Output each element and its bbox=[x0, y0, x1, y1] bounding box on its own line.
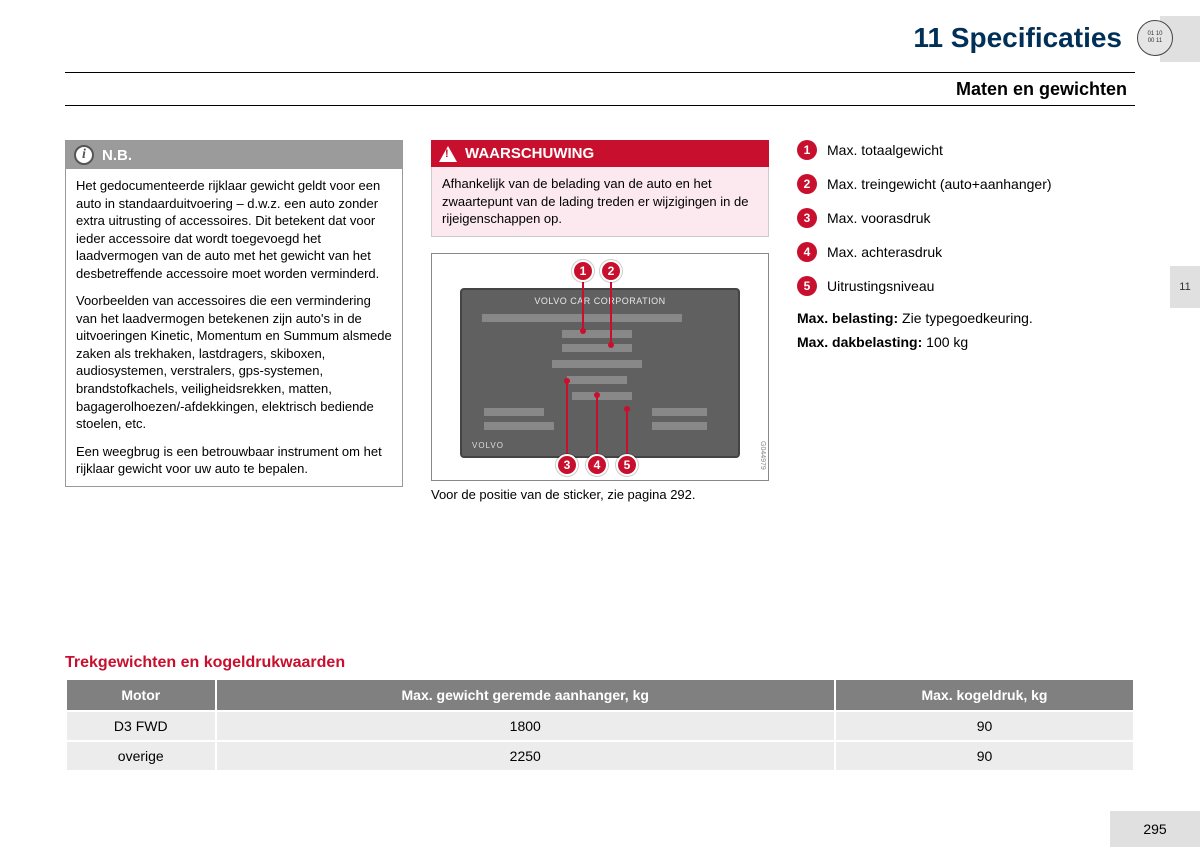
nb-box: i N.B. Het gedocumenteerde rijklaar gewi… bbox=[65, 140, 403, 487]
info-line-2: Max. dakbelasting: 100 kg bbox=[797, 334, 1135, 350]
callout-dot bbox=[564, 378, 570, 384]
col-legend: 1 Max. totaalgewicht 2 Max. treingewicht… bbox=[797, 140, 1135, 502]
info-line-1: Max. belasting: Zie typegoedkeuring. bbox=[797, 310, 1135, 326]
table-cell: 90 bbox=[835, 711, 1134, 741]
plate-title: VOLVO CAR CORPORATION bbox=[462, 296, 738, 306]
callout-line bbox=[610, 282, 612, 344]
nb-p3: Een weegbrug is een betrouwbaar instrume… bbox=[76, 443, 392, 478]
legend-label: Max. achterasdruk bbox=[827, 244, 942, 260]
page-header: 11 Specificaties 01 10 00 11 bbox=[65, 22, 1170, 54]
page-number: 295 bbox=[1110, 811, 1200, 847]
callout-3: 3 bbox=[556, 454, 578, 476]
callout-1: 1 bbox=[572, 260, 594, 282]
table-cell: 2250 bbox=[216, 741, 835, 771]
table-section: Trekgewichten en kogeldrukwaarden Motor … bbox=[65, 654, 1135, 772]
label-diagram: VOLVO CAR CORPORATION VOLVO 1 2 bbox=[431, 253, 769, 481]
legend-label: Max. treingewicht (auto+aanhanger) bbox=[827, 176, 1052, 192]
warning-box: WAARSCHUWING Afhankelijk van de belading… bbox=[431, 140, 769, 237]
legend-item: 5 Uitrustingsniveau bbox=[797, 276, 1135, 296]
legend-num-icon: 1 bbox=[797, 140, 817, 160]
legend-label: Max. voorasdruk bbox=[827, 210, 930, 226]
legend-label: Max. totaalgewicht bbox=[827, 142, 943, 158]
col-warning: WAARSCHUWING Afhankelijk van de belading… bbox=[431, 140, 769, 502]
legend-item: 2 Max. treingewicht (auto+aanhanger) bbox=[797, 174, 1135, 194]
legend-label: Uitrustingsniveau bbox=[827, 278, 934, 294]
section-title: Maten en gewichten bbox=[65, 76, 1135, 106]
plate-bar bbox=[562, 344, 632, 352]
nb-body: Het gedocumenteerde rijklaar gewicht gel… bbox=[66, 169, 402, 486]
plate-bar bbox=[572, 392, 632, 400]
plate-brand: VOLVO bbox=[472, 441, 504, 450]
icon-text-top: 01 10 bbox=[1147, 31, 1162, 38]
nb-p2: Voorbeelden van accessoires die een verm… bbox=[76, 292, 392, 432]
warning-body: Afhankelijk van de belading van de auto … bbox=[431, 167, 769, 237]
diagram-caption: Voor de positie van de sticker, zie pagi… bbox=[431, 487, 769, 502]
table-row: D3 FWD 1800 90 bbox=[66, 711, 1134, 741]
nb-title-row: i N.B. bbox=[66, 141, 402, 169]
callout-line bbox=[626, 410, 628, 454]
legend-num-icon: 3 bbox=[797, 208, 817, 228]
legend-num-icon: 4 bbox=[797, 242, 817, 262]
plate-bar bbox=[562, 330, 632, 338]
legend-num-icon: 2 bbox=[797, 174, 817, 194]
callout-line bbox=[582, 282, 584, 330]
label-plate: VOLVO CAR CORPORATION VOLVO bbox=[460, 288, 740, 458]
diagram-code: G044979 bbox=[759, 441, 766, 470]
callout-dot bbox=[624, 406, 630, 412]
data-table: Motor Max. gewicht geremde aanhanger, kg… bbox=[65, 678, 1135, 772]
chapter-title: 11 Specificaties bbox=[913, 22, 1122, 53]
icon-text-bottom: 00 11 bbox=[1148, 38, 1163, 45]
nb-p1: Het gedocumenteerde rijklaar gewicht gel… bbox=[76, 177, 392, 282]
info-line-1-value: Zie typegoedkeuring. bbox=[898, 310, 1033, 326]
warning-triangle-icon bbox=[439, 146, 457, 162]
callout-dot bbox=[580, 328, 586, 334]
info-line-2-value: 100 kg bbox=[922, 334, 968, 350]
table-row: overige 2250 90 bbox=[66, 741, 1134, 771]
warning-title: WAARSCHUWING bbox=[465, 145, 594, 162]
callout-4: 4 bbox=[586, 454, 608, 476]
plate-bar bbox=[567, 376, 627, 384]
legend-item: 4 Max. achterasdruk bbox=[797, 242, 1135, 262]
content-columns: i N.B. Het gedocumenteerde rijklaar gewi… bbox=[65, 140, 1135, 502]
legend-item: 1 Max. totaalgewicht bbox=[797, 140, 1135, 160]
table-title: Trekgewichten en kogeldrukwaarden bbox=[65, 654, 1135, 672]
top-rule bbox=[65, 72, 1135, 73]
plate-bar bbox=[652, 422, 707, 430]
table-cell: overige bbox=[66, 741, 216, 771]
table-header-cell: Max. kogeldruk, kg bbox=[835, 679, 1134, 711]
warning-title-row: WAARSCHUWING bbox=[431, 140, 769, 167]
table-header-cell: Max. gewicht geremde aanhanger, kg bbox=[216, 679, 835, 711]
plate-bar bbox=[652, 408, 707, 416]
callout-2: 2 bbox=[600, 260, 622, 282]
header-circle-icon: 01 10 00 11 bbox=[1137, 20, 1173, 56]
plate-bar bbox=[484, 408, 544, 416]
info-line-2-label: Max. dakbelasting: bbox=[797, 334, 922, 350]
table-cell: D3 FWD bbox=[66, 711, 216, 741]
col-nb: i N.B. Het gedocumenteerde rijklaar gewi… bbox=[65, 140, 403, 502]
table-header-row: Motor Max. gewicht geremde aanhanger, kg… bbox=[66, 679, 1134, 711]
callout-line bbox=[566, 382, 568, 454]
callout-dot bbox=[608, 342, 614, 348]
callout-line bbox=[596, 396, 598, 454]
side-chapter-tab: 11 bbox=[1170, 266, 1200, 308]
info-line-1-label: Max. belasting: bbox=[797, 310, 898, 326]
callout-5: 5 bbox=[616, 454, 638, 476]
callout-dot bbox=[594, 392, 600, 398]
legend-item: 3 Max. voorasdruk bbox=[797, 208, 1135, 228]
plate-bar bbox=[484, 422, 554, 430]
table-cell: 1800 bbox=[216, 711, 835, 741]
table-header-cell: Motor bbox=[66, 679, 216, 711]
legend-num-icon: 5 bbox=[797, 276, 817, 296]
plate-bar bbox=[552, 360, 642, 368]
info-icon: i bbox=[74, 145, 94, 165]
nb-title: N.B. bbox=[102, 147, 132, 164]
table-cell: 90 bbox=[835, 741, 1134, 771]
